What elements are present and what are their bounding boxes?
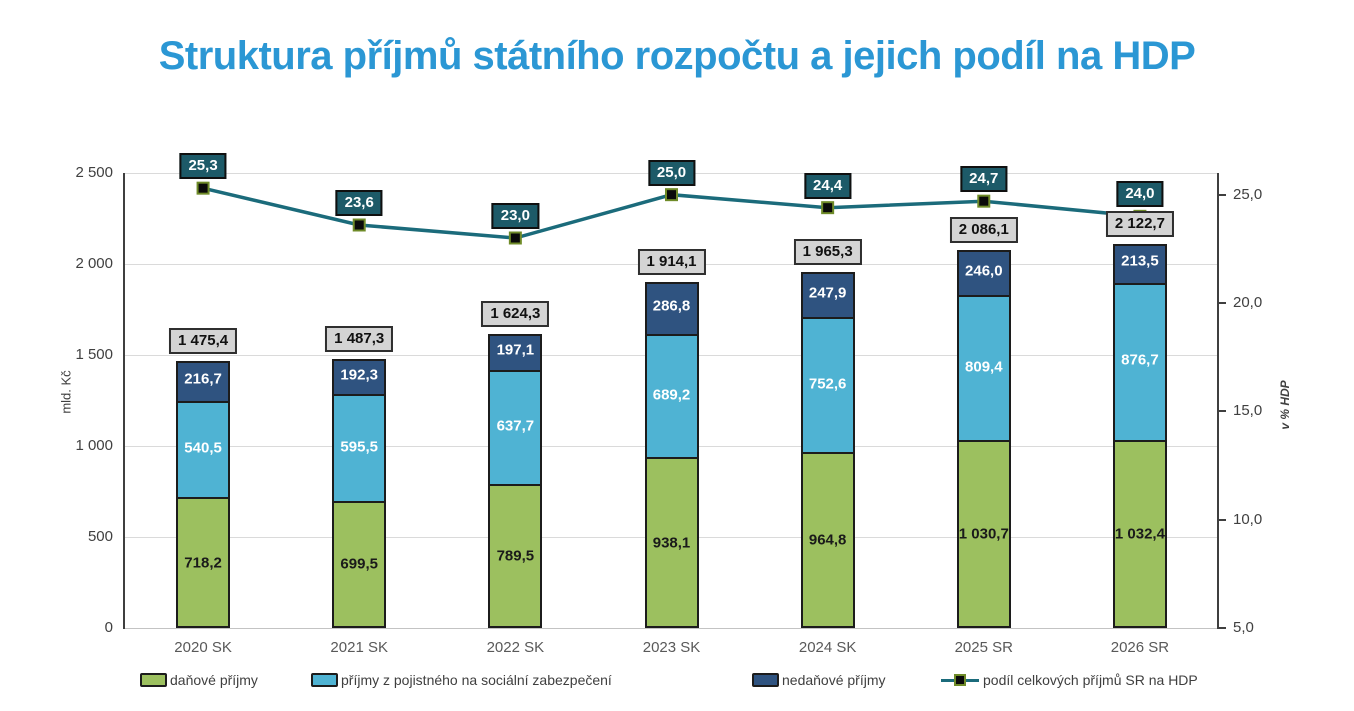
- bar-segment-pojistne: [956, 293, 1011, 443]
- right-axis-tick-label: 20,0: [1233, 294, 1263, 311]
- x-axis-label: 2023 SK: [642, 639, 701, 656]
- right-axis-tick-mark: [1219, 627, 1226, 629]
- plot-area: 718,2 540,5 216,7 699,5 595,5 192,3 789,5 637,7…: [125, 173, 1218, 628]
- bar-segment-danove: [644, 457, 699, 628]
- bar-segment-nedanove: [488, 334, 543, 373]
- segment-value-label: 964,8: [808, 531, 847, 549]
- segment-value-label: 876,7: [1121, 351, 1159, 369]
- legend-item-danove-prijmy: daňové příjmy: [140, 666, 258, 694]
- segment-value-label: 197,1: [496, 341, 535, 359]
- segment-value-label: 689,2: [652, 386, 691, 404]
- bar-segment-danove: [332, 500, 387, 628]
- bar-segment-danove: [1112, 440, 1167, 628]
- bar-segment-nedanove: [332, 359, 387, 397]
- bar-segment-nedanove: [800, 272, 855, 320]
- segment-value-label: 246,0: [965, 262, 1003, 280]
- left-axis-tick-label: 0: [104, 619, 113, 636]
- segment-value-label: 540,5: [184, 439, 222, 457]
- right-axis-line: [1217, 173, 1219, 629]
- gridline: [125, 173, 1218, 174]
- right-axis-tick-label: 10,0: [1233, 510, 1263, 528]
- gridline: [125, 264, 1218, 265]
- legend-item-pojistne: příjmy z pojistného na sociální zabezpeč…: [311, 666, 612, 694]
- legend-item-label: podíl celkových příjmů SR na HDP: [983, 672, 1198, 688]
- bar-segment-nedanove: [956, 250, 1011, 298]
- bar-segment-pojistne: [800, 315, 855, 455]
- segment-value-label: 286,8: [652, 297, 691, 315]
- right-axis-tick-mark: [1219, 410, 1226, 413]
- legend-swatch-icon: [140, 673, 167, 687]
- x-axis-label: 2022 SK: [486, 639, 545, 656]
- legend-item-label: příjmy z pojistného na sociální zabezpeč…: [341, 672, 612, 688]
- bar-segment-nedanove: [176, 361, 231, 403]
- segment-value-label: 809,4: [965, 358, 1003, 376]
- x-axis-baseline: [125, 628, 1218, 629]
- right-axis-tick-label: 5,0: [1233, 619, 1254, 636]
- x-axis-label: 2021 SK: [330, 639, 388, 656]
- bar-segment-danove: [956, 440, 1011, 628]
- left-axis-tick-label: 2 500: [75, 164, 113, 181]
- segment-value-label: 938,1: [652, 534, 691, 552]
- left-axis-tick-label: 500: [87, 528, 113, 545]
- legend: daňové příjmy příjmy z pojistného na soci…: [0, 666, 1354, 696]
- right-axis-tick-label: 15,0: [1233, 402, 1263, 420]
- legend-line-square-marker: [954, 673, 966, 686]
- segment-value-label: 1 032,4: [1114, 525, 1165, 543]
- segment-value-label: 789,5: [496, 547, 535, 565]
- right-axis-tick-mark: [1219, 302, 1226, 304]
- x-axis-label: 2026 SR: [1110, 639, 1170, 656]
- left-axis-line: [123, 173, 125, 629]
- segment-value-label: 752,6: [808, 375, 847, 393]
- bar-segment-nedanove: [644, 281, 699, 336]
- chart-title: Struktura příjmů státního rozpočtu a jej…: [158, 34, 1196, 78]
- legend-item-label: daňové příjmy: [170, 672, 258, 688]
- left-axis-tick-label: 1 500: [75, 346, 113, 363]
- segment-value-label: 213,5: [1121, 252, 1159, 270]
- x-axis-label: 2024 SK: [798, 639, 857, 656]
- left-axis-tick-label: 2 000: [75, 255, 113, 272]
- segment-value-label: 699,5: [340, 555, 378, 573]
- legend-item-label: nedaňové příjmy: [782, 672, 886, 688]
- segment-value-label: 192,3: [340, 366, 378, 384]
- x-axis-label: 2025 SR: [954, 639, 1013, 656]
- bar-segment-nedanove: [1112, 243, 1167, 285]
- legend-line-marker-icon: [941, 673, 979, 688]
- bar-segment-pojistne: [644, 331, 699, 460]
- right-axis-tick-label: 25,0: [1233, 185, 1263, 203]
- segment-value-label: 1 030,7: [958, 525, 1009, 543]
- segment-value-label: 595,5: [340, 438, 378, 455]
- legend-swatch-icon: [752, 673, 779, 687]
- left-axis-tick-label: 1 000: [75, 437, 113, 454]
- segment-value-label: 216,7: [184, 370, 222, 388]
- right-axis-tick-mark: [1219, 518, 1226, 521]
- bar-segment-pojistne: [1112, 280, 1167, 443]
- segment-value-label: 247,9: [808, 284, 847, 302]
- segment-value-label: 718,2: [184, 554, 222, 572]
- right-axis-tick-mark: [1219, 193, 1226, 196]
- legend-swatch-icon: [311, 673, 338, 687]
- left-axis-title: mld. Kč: [58, 370, 74, 414]
- bar-segment-danove: [176, 497, 231, 628]
- bar-segment-pojistne: [488, 368, 543, 487]
- legend-item-gdp-line: podíl celkových příjmů SR na HDP: [941, 666, 1198, 694]
- legend-item-nedanove-prijmy: nedaňové příjmy: [752, 666, 886, 694]
- segment-value-label: 637,7: [496, 417, 535, 435]
- x-axis-label: 2020 SK: [174, 639, 232, 656]
